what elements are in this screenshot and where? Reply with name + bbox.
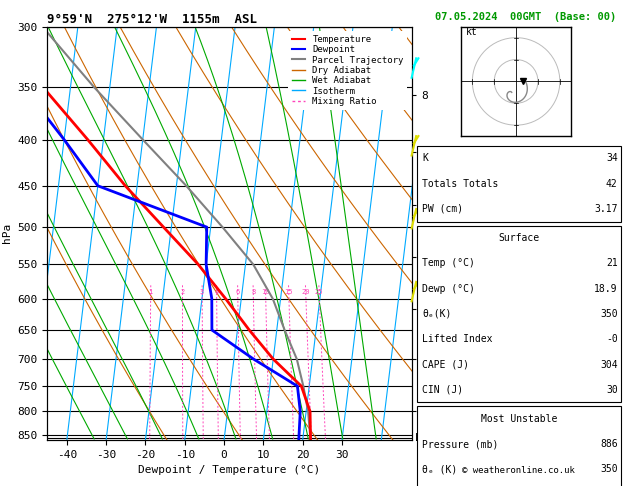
Text: LCL: LCL bbox=[415, 433, 433, 443]
Text: 886: 886 bbox=[600, 439, 618, 449]
Y-axis label: hPa: hPa bbox=[2, 223, 12, 243]
Text: 3.17: 3.17 bbox=[594, 204, 618, 214]
Text: CAPE (J): CAPE (J) bbox=[422, 360, 469, 369]
Text: 10: 10 bbox=[262, 290, 270, 295]
Text: 304: 304 bbox=[600, 360, 618, 369]
Text: 350: 350 bbox=[600, 465, 618, 474]
Text: CIN (J): CIN (J) bbox=[422, 385, 463, 395]
Text: kt: kt bbox=[466, 28, 477, 37]
Y-axis label: km
ASL: km ASL bbox=[444, 233, 462, 255]
Text: θₑ (K): θₑ (K) bbox=[422, 465, 457, 474]
Text: PW (cm): PW (cm) bbox=[422, 204, 463, 214]
Text: 6: 6 bbox=[236, 290, 240, 295]
Text: © weatheronline.co.uk: © weatheronline.co.uk bbox=[462, 466, 576, 475]
Text: 2: 2 bbox=[181, 290, 185, 295]
Legend: Temperature, Dewpoint, Parcel Trajectory, Dry Adiabat, Wet Adiabat, Isotherm, Mi: Temperature, Dewpoint, Parcel Trajectory… bbox=[288, 31, 408, 109]
Text: 3: 3 bbox=[200, 290, 204, 295]
Text: 30: 30 bbox=[606, 385, 618, 395]
Text: Most Unstable: Most Unstable bbox=[481, 414, 557, 424]
Text: Totals Totals: Totals Totals bbox=[422, 179, 498, 189]
Text: 1: 1 bbox=[148, 290, 153, 295]
Text: 9°59'N  275°12'W  1155m  ASL: 9°59'N 275°12'W 1155m ASL bbox=[47, 13, 257, 26]
Text: 350: 350 bbox=[600, 309, 618, 319]
Text: K: K bbox=[422, 154, 428, 163]
Text: 4: 4 bbox=[214, 290, 219, 295]
Text: 42: 42 bbox=[606, 179, 618, 189]
Text: -0: -0 bbox=[606, 334, 618, 344]
Text: 18.9: 18.9 bbox=[594, 284, 618, 294]
Text: Pressure (mb): Pressure (mb) bbox=[422, 439, 498, 449]
Text: 15: 15 bbox=[284, 290, 293, 295]
Text: 21: 21 bbox=[606, 259, 618, 268]
Text: 07.05.2024  00GMT  (Base: 00): 07.05.2024 00GMT (Base: 00) bbox=[435, 12, 616, 22]
Text: 20: 20 bbox=[301, 290, 310, 295]
X-axis label: Dewpoint / Temperature (°C): Dewpoint / Temperature (°C) bbox=[138, 465, 321, 475]
Text: Temp (°C): Temp (°C) bbox=[422, 259, 475, 268]
Text: 34: 34 bbox=[606, 154, 618, 163]
Text: 25: 25 bbox=[315, 290, 323, 295]
Text: Lifted Index: Lifted Index bbox=[422, 334, 493, 344]
Text: θₑ(K): θₑ(K) bbox=[422, 309, 452, 319]
Text: 8: 8 bbox=[251, 290, 255, 295]
Text: Surface: Surface bbox=[499, 233, 540, 243]
Text: Dewp (°C): Dewp (°C) bbox=[422, 284, 475, 294]
